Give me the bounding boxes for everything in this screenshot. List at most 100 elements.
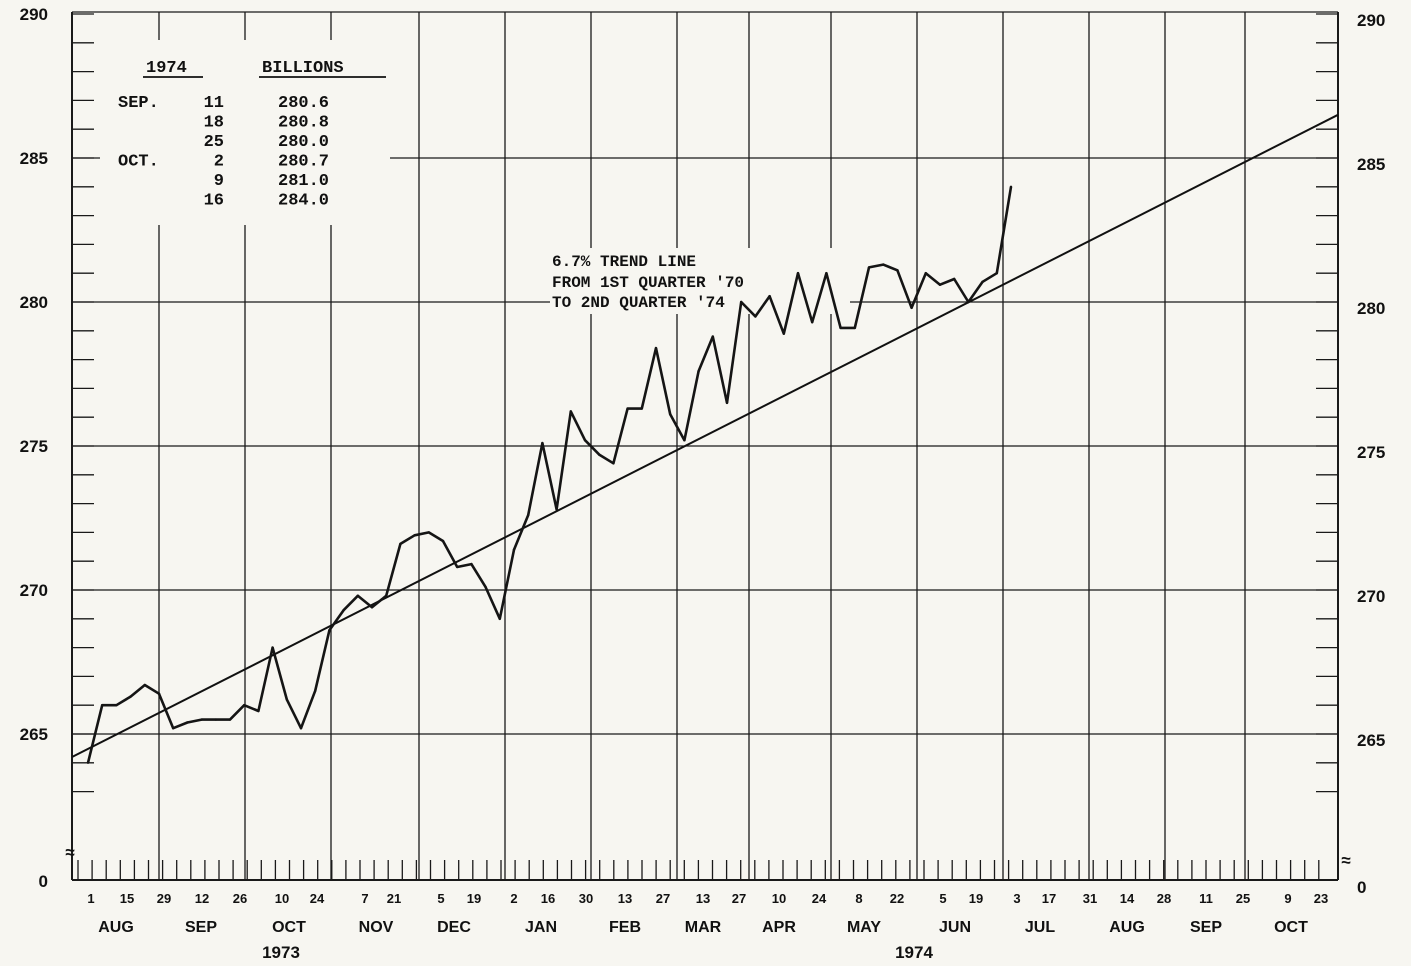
data-point [243, 704, 246, 707]
y-tick-label-right: 285 [1357, 155, 1385, 174]
data-point [484, 585, 487, 589]
data-point [711, 335, 714, 338]
data-point [115, 704, 118, 707]
data-point [612, 462, 615, 465]
axis-break-right: ≈ [1341, 851, 1350, 870]
data-point [598, 453, 601, 456]
data-point [654, 346, 658, 350]
data-point [172, 727, 175, 730]
x-week-label: 13 [696, 891, 710, 906]
value-table: 1974 BILLIONS SEP. 11 280.6 18 280.8 25 280.0 O… [100, 40, 390, 225]
x-week-label: 27 [656, 891, 670, 906]
table-header-value: BILLIONS [262, 59, 344, 78]
data-point [725, 401, 729, 404]
x-week-label: 5 [939, 891, 946, 906]
data-point [456, 565, 459, 569]
data-point [129, 695, 132, 698]
x-week-label: 22 [890, 891, 904, 906]
trend-label-line-2: FROM 1ST QUARTER '70 [552, 274, 744, 292]
data-point [569, 410, 572, 413]
axis-ticks [72, 13, 1338, 880]
y-tick-label-left: 275 [20, 437, 48, 456]
data-point [498, 617, 501, 620]
data-point [740, 300, 743, 304]
table-row-day: 25 [204, 133, 224, 152]
data-point [342, 608, 345, 612]
data-point [839, 326, 842, 330]
data-point [257, 709, 260, 713]
table-header-year: 1974 [146, 59, 187, 78]
data-point [413, 534, 416, 537]
trend-label-line-1: 6.7% TREND LINE [552, 253, 696, 271]
x-month-label: NOV [359, 919, 394, 936]
table-row-value: 280.0 [278, 133, 329, 152]
data-point [1009, 185, 1013, 188]
data-point [811, 320, 814, 324]
x-week-label: 16 [541, 891, 555, 906]
data-point [669, 413, 672, 416]
data-point [555, 508, 558, 511]
x-week-label: 14 [1120, 891, 1135, 906]
y-tick-label-left: 290 [20, 5, 48, 24]
x-week-label: 10 [772, 891, 786, 906]
x-month-label: FEB [609, 919, 641, 936]
x-month-label: JUN [939, 919, 971, 936]
data-point [186, 721, 189, 724]
data-point [995, 272, 998, 275]
data-point [299, 727, 303, 730]
data-point [882, 263, 885, 266]
data-point [441, 539, 445, 543]
data-point [938, 283, 942, 286]
table-row-day: 16 [204, 192, 224, 211]
x-week-label: 27 [732, 891, 746, 906]
data-point [214, 718, 217, 721]
table-background [100, 40, 390, 225]
axis-break-left: ≈ [65, 843, 74, 862]
series-line [86, 186, 1013, 764]
table-row-value: 281.0 [278, 172, 329, 191]
data-point [370, 606, 374, 609]
y-tick-label-right: 265 [1357, 731, 1385, 750]
x-week-label: 7 [361, 891, 368, 906]
y-tick-label-left: 280 [20, 293, 48, 312]
x-week-label: 19 [969, 891, 983, 906]
data-point [527, 513, 530, 517]
data-point [328, 629, 331, 632]
x-week-label: 21 [387, 891, 401, 906]
table-row-day: 2 [214, 153, 224, 172]
x-month-label: SEP [1190, 919, 1222, 936]
y-tick-label-left: 265 [20, 725, 48, 744]
data-point [640, 407, 643, 410]
x-week-label: 2 [510, 891, 517, 906]
data-point [541, 441, 544, 445]
x-month-label: OCT [1274, 919, 1308, 936]
data-point [754, 315, 757, 318]
x-week-label: 28 [1157, 891, 1171, 906]
data-point [853, 326, 856, 330]
x-week-label: 11 [1199, 891, 1213, 906]
data-point [385, 594, 388, 597]
x-month-label: APR [762, 919, 796, 936]
data-point [399, 542, 402, 546]
x-week-label: 19 [467, 891, 481, 906]
x-week-label: 25 [1236, 891, 1250, 906]
x-week-label: 26 [233, 891, 247, 906]
x-week-label: 24 [812, 891, 827, 906]
x-week-label: 17 [1042, 891, 1056, 906]
data-point [782, 332, 785, 335]
x-year-label: 1973 [262, 943, 300, 962]
data-point [910, 306, 913, 309]
data-point [86, 761, 90, 764]
x-week-label: 31 [1083, 891, 1097, 906]
x-month-label: SEP [185, 919, 217, 936]
y-tick-label-right: 290 [1357, 11, 1385, 30]
y-tick-label-left: 270 [20, 581, 48, 600]
data-point [101, 704, 104, 707]
data-point [924, 272, 927, 275]
trend-label: 6.7% TREND LINE FROM 1ST QUARTER '70 TO … [550, 248, 850, 314]
table-row-value: 280.6 [278, 94, 329, 113]
data-point [768, 295, 771, 298]
x-month-label: AUG [98, 919, 134, 936]
table-row-value: 280.7 [278, 153, 329, 172]
